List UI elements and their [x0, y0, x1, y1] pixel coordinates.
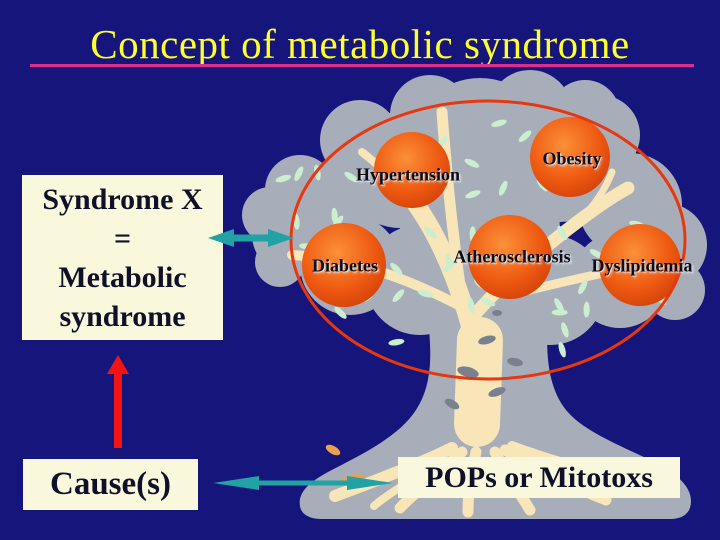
- leaf-shape: [554, 298, 564, 313]
- double-arrow-cause-pops: [213, 476, 393, 490]
- leaf-shape: [392, 289, 405, 303]
- double-arrow-syndrome-tree: [208, 229, 294, 247]
- grouping-ellipse: [289, 99, 687, 381]
- leaf-shape: [445, 253, 452, 270]
- leaf-shape: [464, 158, 480, 168]
- leaf-shape: [334, 306, 347, 319]
- leaf-shape: [294, 166, 304, 182]
- leaf-shape: [390, 262, 403, 276]
- node-label-hypertension: Hypertension: [355, 164, 461, 185]
- leaf-shape: [344, 171, 359, 183]
- cause-box: Cause(s): [23, 459, 198, 510]
- leaf-shape: [578, 279, 588, 295]
- leaf-shape: [467, 297, 475, 314]
- leaf-shape: [275, 174, 292, 183]
- syndrome-box-line4: syndrome: [59, 299, 186, 333]
- syndrome-balls: [302, 117, 681, 307]
- node-label-obesity: Obesity: [542, 148, 602, 169]
- leaf-shape: [558, 341, 566, 358]
- ball-diabetes: [302, 223, 386, 307]
- leaf-shape: [480, 297, 496, 307]
- pops-box: POPs or Mitotoxs: [398, 457, 680, 498]
- ball-obesity: [530, 117, 610, 197]
- leaf-shape: [424, 226, 437, 239]
- arrow-cause-to-syndrome: [107, 355, 129, 448]
- node-label-diabetes: Diabetes: [312, 255, 378, 276]
- ball-hypertension: [374, 132, 450, 208]
- pops-box-label: POPs or Mitotoxs: [425, 460, 653, 494]
- syndrome-box-line1: Syndrome X: [42, 182, 203, 216]
- leaf-shape: [388, 338, 405, 346]
- page-title: Concept of metabolic syndrome: [90, 21, 630, 67]
- leaf-shape: [491, 119, 507, 128]
- node-label-atherosclerosis: Atherosclerosis: [453, 246, 571, 267]
- ball-dyslipidemia: [599, 224, 681, 306]
- node-label-dyslipidemia: Dyslipidemia: [591, 255, 693, 276]
- leaf-shape: [498, 180, 508, 196]
- cause-box-label: Cause(s): [50, 466, 171, 502]
- syndrome-box-line2: =: [113, 221, 132, 255]
- leaf-shape: [561, 322, 569, 338]
- ball-atherosclerosis: [468, 215, 552, 299]
- syndrome-box-line3: Metabolic: [58, 260, 187, 294]
- leaf-shape: [583, 301, 590, 318]
- syndrome-x-box: Syndrome X = Metabolic syndrome: [22, 175, 223, 340]
- leaf-shape: [417, 289, 434, 298]
- leaf-shape: [518, 130, 532, 143]
- leaf-shape: [557, 225, 568, 240]
- leaf-shape: [465, 190, 481, 199]
- title-underline: [30, 64, 694, 67]
